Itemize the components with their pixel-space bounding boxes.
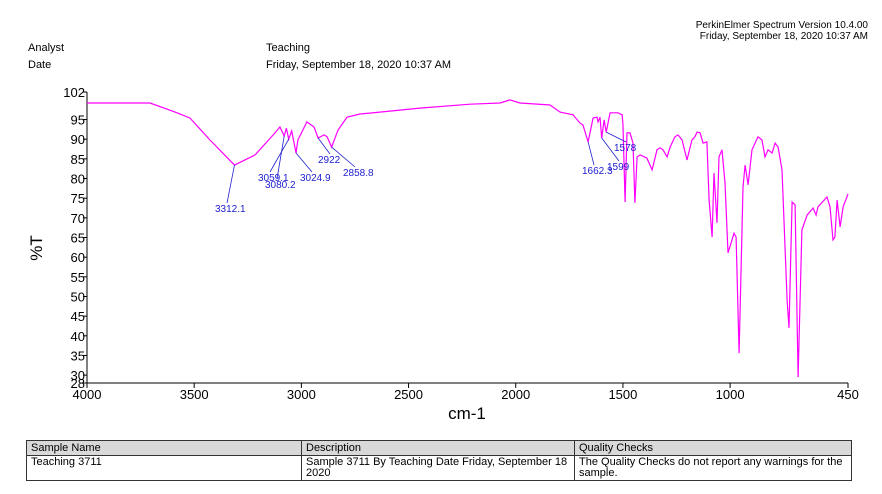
y-tick-label: 95 — [71, 113, 85, 128]
x-tick-label: 450 — [837, 387, 859, 402]
x-tick-label: 4000 — [73, 387, 102, 402]
x-tick-label: 3500 — [180, 387, 209, 402]
header-description: Description — [301, 440, 575, 456]
y-tick-label: 70 — [71, 211, 85, 226]
peak-label: 3024.9 — [300, 173, 331, 184]
x-tick-label: 1500 — [608, 387, 637, 402]
y-tick-label: 80 — [71, 172, 85, 187]
x-tick-label: 2000 — [501, 387, 530, 402]
y-tick-label: 45 — [71, 309, 85, 324]
y-tick-label: 55 — [71, 270, 85, 285]
x-tick-label: 1000 — [716, 387, 745, 402]
y-tick-label: 65 — [71, 231, 85, 246]
peak-leader-line — [317, 137, 331, 155]
y-tick-label: 35 — [71, 348, 85, 363]
peak-label: 2922 — [318, 155, 341, 166]
peak-leader-line — [226, 165, 235, 204]
peak-leader-line — [269, 138, 290, 173]
y-tick-label: 85 — [71, 152, 85, 167]
peak-label: 3312.1 — [215, 204, 246, 215]
peak-leader-line — [601, 137, 620, 162]
peak-leader-line — [295, 152, 313, 173]
y-tick-label: 28 — [71, 376, 85, 391]
x-tick-label: 2500 — [394, 387, 423, 402]
peak-leader-line — [606, 131, 627, 143]
peak-label: 1599 — [607, 162, 630, 173]
y-tick-label: 102 — [63, 85, 85, 100]
y-axis-label: %T — [27, 235, 46, 261]
y-tick-label: 30 — [71, 368, 85, 383]
peak-label: 1662.3 — [582, 166, 613, 177]
analyst-value: Teaching — [266, 42, 311, 54]
report-timestamp: Friday, September 18, 2020 10:37 AM — [699, 31, 868, 42]
peak-label: 3080.2 — [265, 180, 296, 191]
date-value: Friday, September 18, 2020 10:37 AM — [266, 59, 452, 71]
date-label: Date — [28, 59, 52, 71]
y-tick-label: 60 — [71, 250, 85, 265]
peak-leader-line — [276, 135, 285, 180]
software-version: PerkinElmer Spectrum Version 10.4.00 — [695, 20, 868, 31]
y-tick-label: 75 — [71, 191, 85, 206]
y-tick-label: 50 — [71, 289, 85, 304]
y-tick-label: 40 — [71, 329, 85, 344]
peak-leader-line — [331, 146, 356, 168]
x-tick-label: 3000 — [287, 387, 316, 402]
cell-description: Sample 3711 By Teaching Date Friday, Sep… — [301, 455, 575, 481]
cell-quality-checks: The Quality Checks do not report any war… — [574, 455, 852, 481]
peak-leader-line — [587, 141, 595, 166]
cell-sample-name: Teaching 3711 — [26, 455, 302, 481]
sample-table: Sample Name Description Quality Checks T… — [26, 440, 852, 481]
x-axis-label: cm-1 — [448, 404, 486, 423]
table-header-row: Sample Name Description Quality Checks — [26, 440, 852, 456]
y-tick-label: 90 — [71, 132, 85, 147]
peak-label: 1578 — [614, 143, 637, 154]
peak-label: 2858.8 — [343, 168, 374, 179]
spectrum-line — [87, 99, 849, 378]
peak-label: 3059.1 — [258, 173, 289, 184]
header-quality-checks: Quality Checks — [574, 440, 852, 456]
header-sample-name: Sample Name — [26, 440, 302, 456]
table-row: Teaching 3711 Sample 3711 By Teaching Da… — [26, 455, 852, 481]
analyst-label: Analyst — [28, 42, 65, 54]
